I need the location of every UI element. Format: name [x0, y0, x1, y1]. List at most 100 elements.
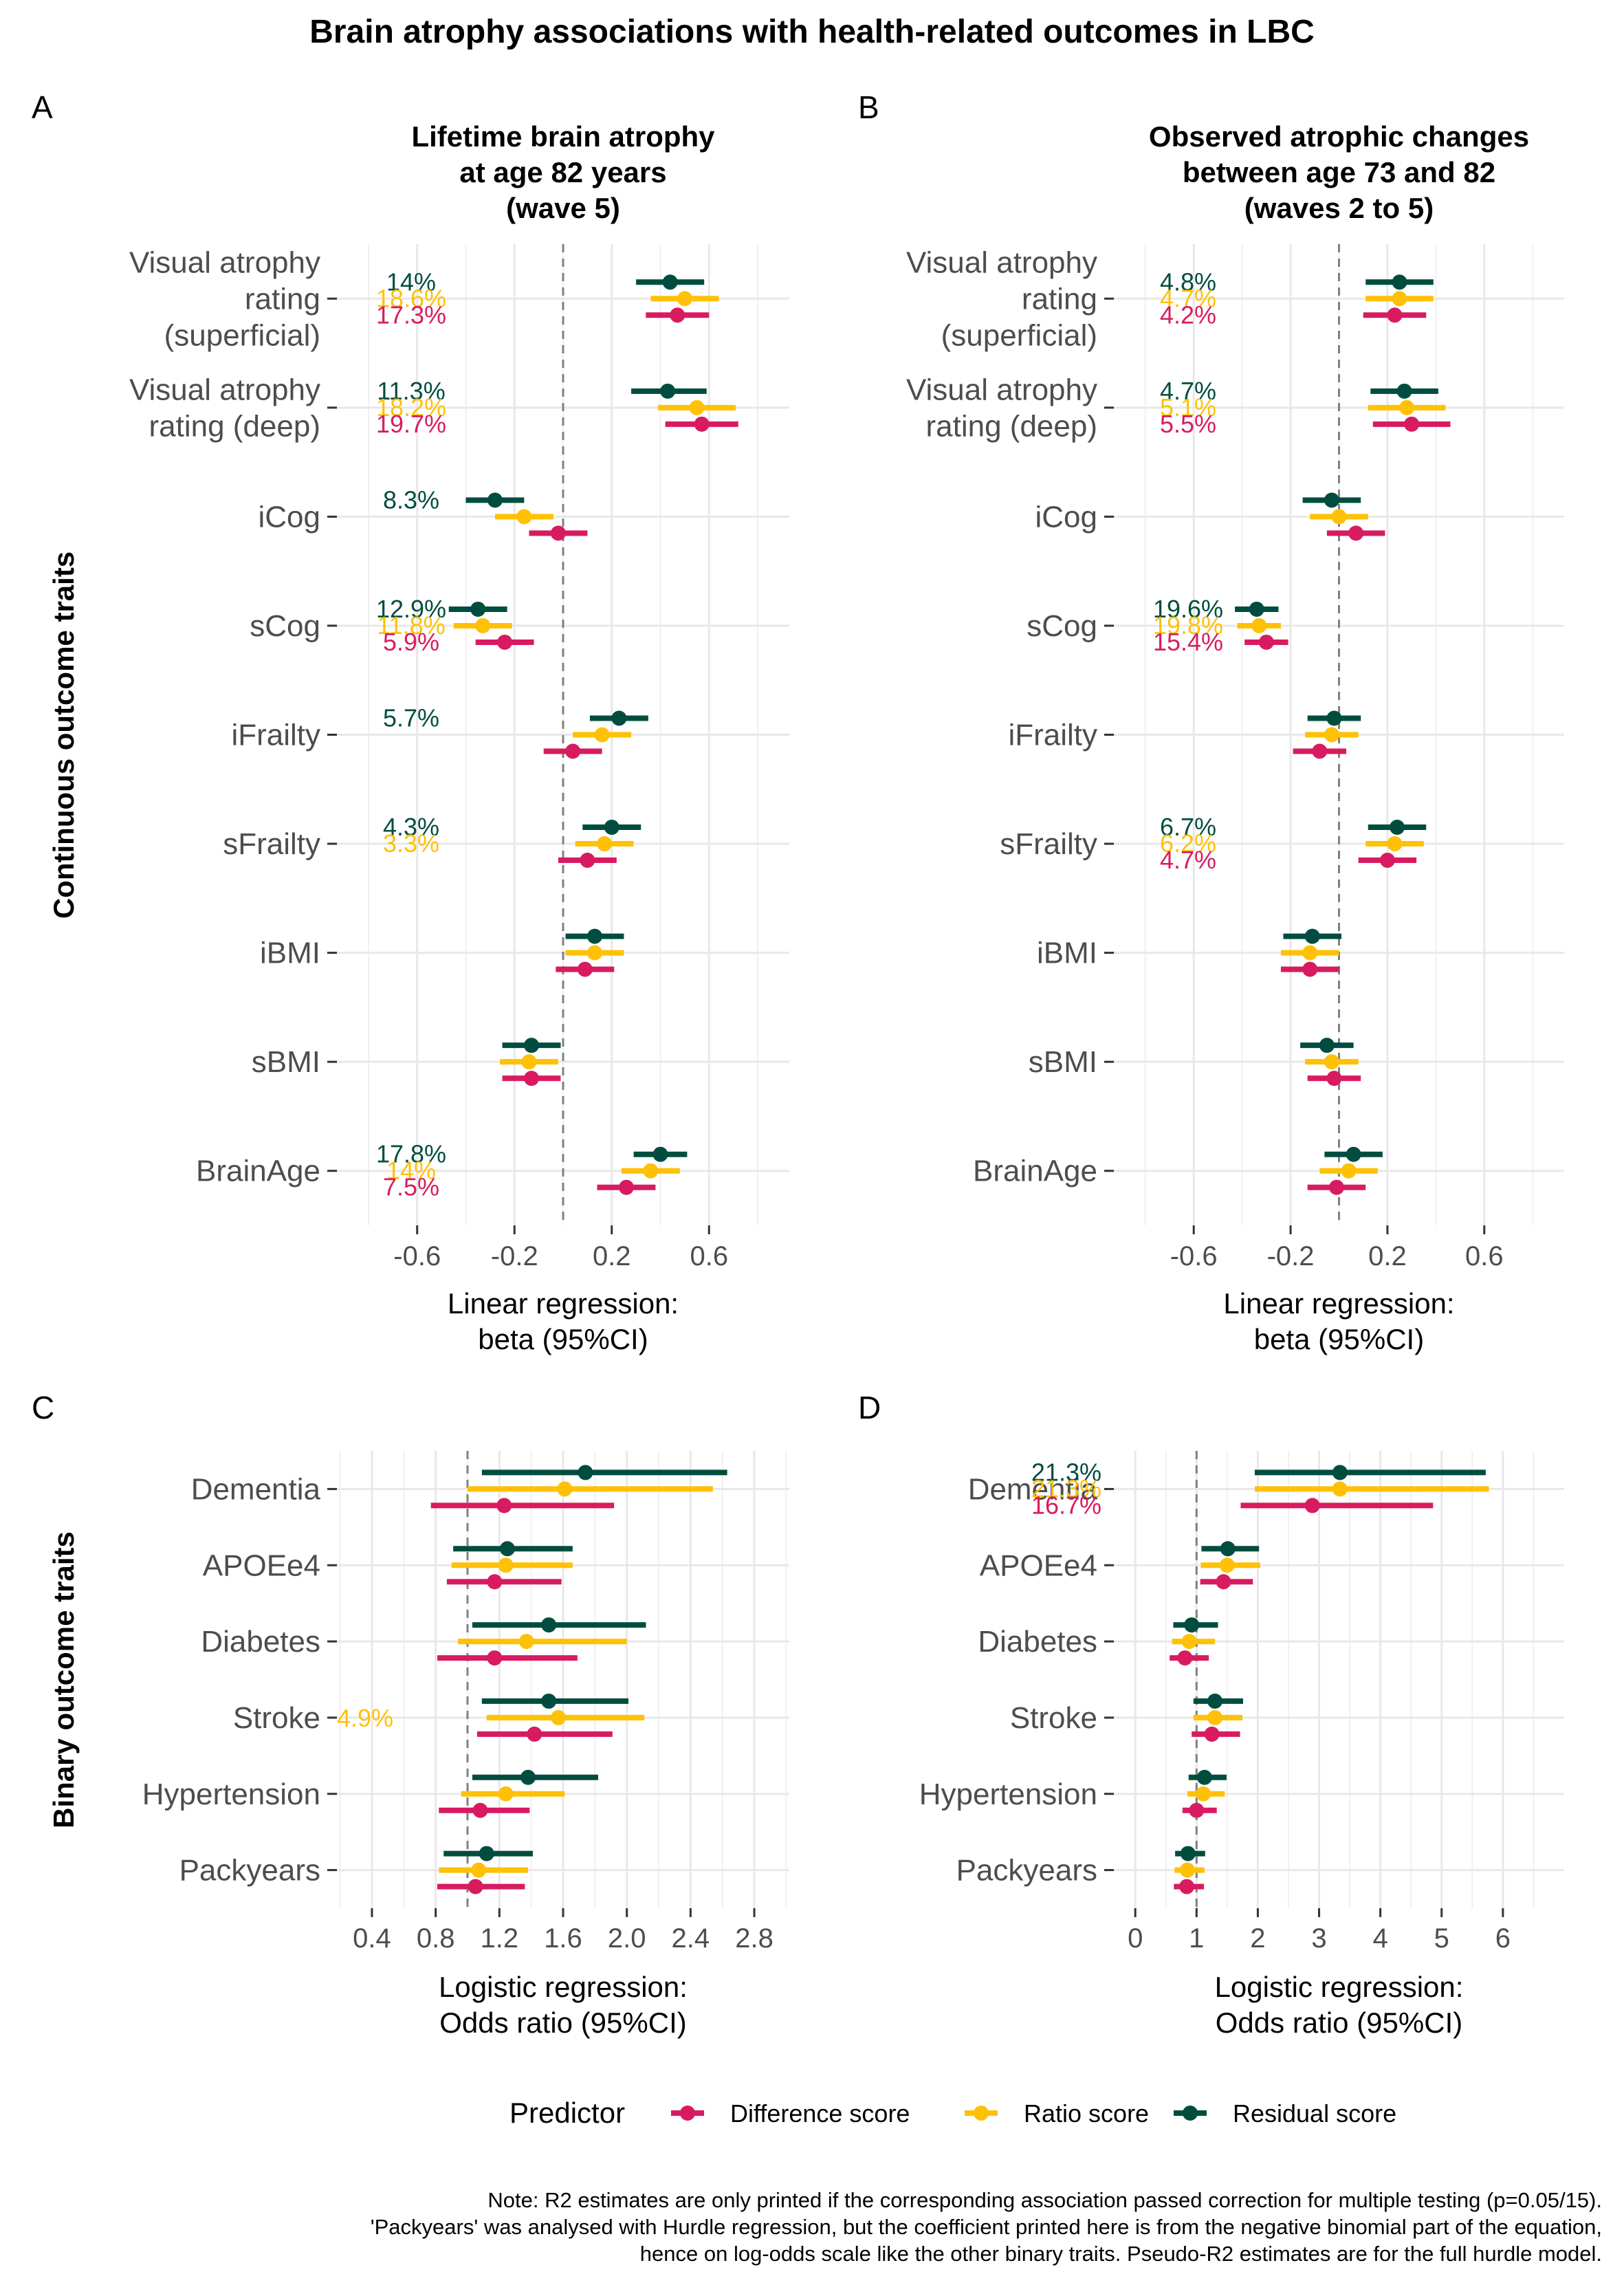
panel-d: D Dementia APOEe4 Diabetes Stroke Hypertensio… [858, 1390, 1564, 2039]
x-tick-label: 2.8 [735, 1923, 773, 1954]
data-point [1319, 1038, 1335, 1053]
category-label: Hypertension [919, 1778, 1097, 1811]
legend-key-point [1183, 2106, 1198, 2121]
r2-label: 3.3% [383, 829, 439, 857]
r2-label: 14% [386, 267, 436, 296]
r2-label: 21.3% [1031, 1474, 1101, 1502]
x-tick-label: 0.6 [1465, 1241, 1504, 1271]
category-label: rating (deep) [926, 409, 1097, 443]
legend-label: Difference score [730, 2099, 910, 2128]
data-point [1184, 1617, 1200, 1633]
category-label: Dementia [968, 1472, 1098, 1506]
category-label: (superficial) [164, 318, 320, 352]
data-point [597, 836, 613, 852]
panel-subtitle: between age 73 and 82 [1183, 156, 1495, 188]
r2-label: 18.6% [376, 284, 446, 312]
data-point [521, 1054, 537, 1070]
data-point [1196, 1769, 1212, 1785]
data-point [1387, 836, 1403, 852]
data-point [1312, 743, 1328, 759]
category-label: sFrailty [1000, 827, 1097, 861]
panel-letter: C [32, 1390, 54, 1425]
x-tick-label: -0.2 [491, 1241, 538, 1271]
r2-label: 18.2% [376, 393, 446, 422]
category-label: Visual atrophy [129, 373, 320, 406]
x-tick-label: 0.8 [417, 1923, 455, 1954]
data-point [1304, 1498, 1320, 1513]
category-label: iBMI [1037, 937, 1097, 970]
data-point [611, 710, 627, 726]
category-label: rating [245, 282, 320, 316]
figure-title: Brain atrophy associations with health-r… [309, 14, 1315, 50]
panel-subtitle: Observed atrophic changes [1149, 120, 1529, 153]
series-ratio-score: 4.7%5.1%19.8%6.2% [1153, 284, 1446, 1179]
data-point [618, 1179, 634, 1195]
x-tick-label: 6 [1495, 1923, 1511, 1954]
x-axis-label: Odds ratio (95%CI) [439, 2007, 686, 2039]
data-point [1181, 1634, 1197, 1650]
category-label: iFrailty [1008, 719, 1097, 752]
data-point [565, 743, 581, 759]
legend: Predictor Difference score Ratio score Resi… [509, 2097, 1396, 2129]
x-axis-label: Linear regression: [448, 1287, 679, 1320]
r2-label: 11.8% [377, 611, 445, 639]
panel-letter: D [858, 1390, 881, 1425]
x-tick-label: 4 [1373, 1923, 1388, 1954]
x-axis-label: Linear regression: [1223, 1287, 1454, 1320]
data-point [1404, 416, 1420, 432]
data-point [1390, 820, 1405, 835]
r2-label: 5.7% [383, 704, 439, 732]
category-label: Diabetes [201, 1625, 320, 1659]
x-tick-label: 1.6 [544, 1923, 582, 1954]
data-point [1177, 1650, 1193, 1666]
data-point [527, 1726, 542, 1742]
category-label: rating [1022, 282, 1097, 316]
legend-label: Residual score [1233, 2099, 1396, 2128]
r2-label: 19.8% [1153, 611, 1223, 639]
category-label: iCog [1035, 500, 1098, 534]
x-tick-label: -0.6 [393, 1241, 441, 1271]
category-label: iFrailty [231, 719, 320, 752]
r2-label: 5.1% [1160, 393, 1216, 422]
data-point [1204, 1726, 1220, 1742]
r2-label: 5.9% [383, 628, 439, 656]
data-point [496, 1498, 512, 1513]
data-point [1220, 1541, 1236, 1557]
data-point [594, 727, 610, 743]
data-point [670, 307, 685, 323]
data-point [1392, 274, 1407, 290]
series-difference-score: 4.2% 5.5% 15.4% 4.7% [1153, 300, 1451, 1195]
r2-label: 19.7% [376, 410, 446, 438]
r2-label: 8.3% [383, 485, 439, 514]
r2-label: 4.7% [1160, 377, 1216, 405]
panel-subtitle: (waves 2 to 5) [1244, 192, 1434, 224]
category-label: sBMI [252, 1045, 320, 1079]
category-label: APOEe4 [203, 1549, 320, 1582]
series-ratio-score: 18.6% 18.2% 11.8% 3.3% 14% [376, 284, 736, 1185]
data-point [1392, 291, 1407, 307]
data-point [551, 1709, 567, 1725]
data-point [1341, 1163, 1357, 1179]
data-point [472, 1802, 488, 1818]
data-point [524, 1038, 540, 1053]
data-point [1179, 1862, 1195, 1878]
legend-title: Predictor [509, 2097, 625, 2129]
data-point [1387, 307, 1403, 323]
x-tick-label: 5 [1434, 1923, 1449, 1954]
r2-label: 16.7% [1031, 1491, 1101, 1519]
r2-label: 4.2% [1160, 300, 1216, 329]
panel-letter: A [32, 89, 53, 125]
data-point [652, 1146, 668, 1162]
data-point [487, 1650, 503, 1666]
grid [1114, 1451, 1564, 1908]
data-point [1249, 601, 1264, 617]
x-axis-label: beta (95%CI) [1254, 1323, 1424, 1355]
note-line: Note: R2 estimates are only printed if t… [487, 2188, 1602, 2212]
data-point [1219, 1557, 1235, 1573]
panel-c: C Dementia APOEe4 Diabetes Stroke Hypertensio… [32, 1390, 789, 2039]
data-point [578, 1465, 593, 1480]
x-tick-label: 0.2 [1368, 1241, 1407, 1271]
data-point [577, 961, 593, 977]
data-point [541, 1617, 557, 1633]
